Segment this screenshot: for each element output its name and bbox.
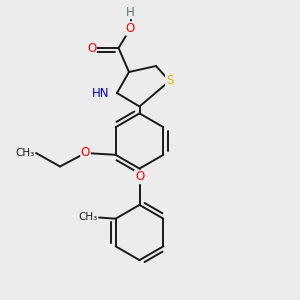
- Text: CH₃: CH₃: [15, 148, 34, 158]
- Text: O: O: [126, 22, 135, 35]
- Text: CH₃: CH₃: [78, 212, 98, 223]
- Text: H: H: [126, 5, 135, 19]
- Text: HN: HN: [92, 86, 110, 100]
- Text: O: O: [135, 170, 144, 184]
- Text: S: S: [166, 74, 173, 88]
- Text: O: O: [87, 41, 96, 55]
- Text: O: O: [81, 146, 90, 160]
